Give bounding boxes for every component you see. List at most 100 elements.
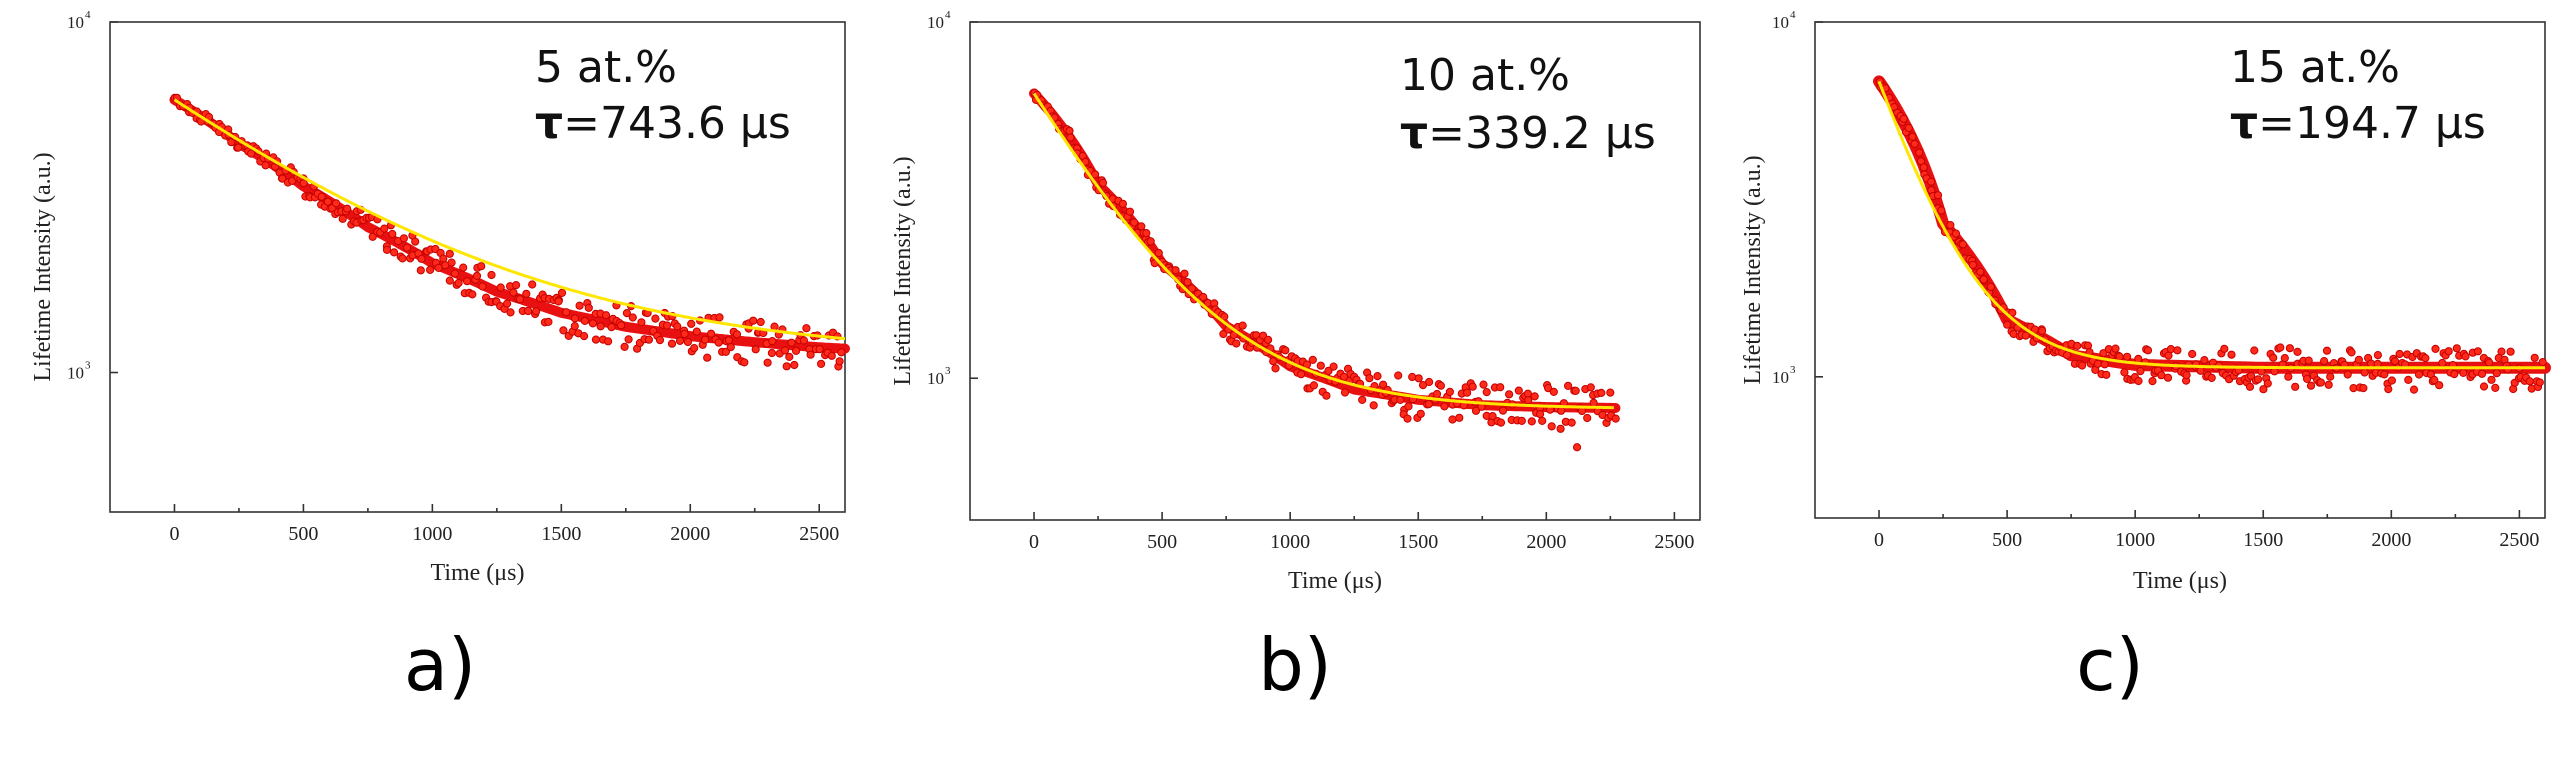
data-point <box>1448 415 1457 424</box>
data-point <box>1308 355 1317 364</box>
data-point <box>2008 308 2017 317</box>
data-point <box>2284 372 2293 381</box>
data-point <box>2269 353 2278 362</box>
data-point <box>2148 377 2157 386</box>
data-point <box>1322 391 1331 400</box>
data-point <box>580 316 589 325</box>
plot-frame <box>109 21 846 513</box>
data-point <box>299 179 308 188</box>
data-point <box>1091 170 1100 179</box>
lifetime-annotation: τ=743.6 μs <box>535 98 791 149</box>
data-point <box>1544 384 1553 393</box>
data-point <box>1396 395 1405 404</box>
data-point <box>1425 377 1434 387</box>
x-tick-label: 1500 <box>2243 529 2283 551</box>
x-tick-label: 0 <box>1874 529 1884 551</box>
data-point <box>835 357 844 366</box>
data-point <box>1414 374 1423 383</box>
data-point <box>403 243 412 252</box>
data-point <box>1297 370 1306 379</box>
y-axis-label: Lifetime Intensity (a.u.) <box>30 152 56 381</box>
data-point <box>690 344 699 353</box>
data-point <box>792 346 801 355</box>
data-point <box>1187 284 1196 293</box>
data-point <box>1986 282 1995 291</box>
chart-panel-b: 0 500 1000 1500 2000 2500 10 3 10 4 Time (μs) Lifet… <box>860 0 1720 759</box>
data-point <box>624 335 633 344</box>
data-point <box>2324 380 2333 389</box>
data-point <box>2395 349 2404 359</box>
data-point <box>1455 413 1464 422</box>
data-point <box>2182 371 2191 380</box>
data-point <box>544 317 553 326</box>
data-point <box>675 336 685 345</box>
data-point <box>1979 275 1988 284</box>
data-point <box>601 311 611 320</box>
data-point <box>580 332 589 341</box>
data-point <box>2293 347 2302 356</box>
data-point <box>2497 347 2506 356</box>
data-point <box>644 335 654 344</box>
data-point <box>434 263 443 272</box>
data-point <box>1369 401 1378 410</box>
data-point <box>317 192 326 201</box>
data-point <box>756 317 765 327</box>
data-point <box>2404 375 2413 384</box>
data-point <box>1488 412 1497 421</box>
data-point <box>588 319 598 328</box>
data-point <box>2115 352 2124 361</box>
data-point <box>1586 383 1595 392</box>
data-point <box>1232 339 1241 348</box>
data-point <box>1915 148 1924 157</box>
data-point <box>1505 390 1514 399</box>
data-point <box>768 337 777 346</box>
data-point <box>2538 358 2547 367</box>
data-point <box>673 322 682 331</box>
data-point <box>1496 383 1505 392</box>
data-point <box>2360 368 2369 377</box>
data-point <box>2254 375 2263 384</box>
data-point <box>790 360 799 370</box>
data-point <box>724 336 734 345</box>
data-point <box>515 295 525 304</box>
data-point <box>2431 344 2440 353</box>
data-point <box>1199 292 1208 302</box>
data-point <box>2111 344 2120 353</box>
data-point <box>1098 178 1108 187</box>
data-point <box>1340 372 1349 381</box>
data-point <box>2173 346 2182 355</box>
data-point <box>591 335 601 344</box>
data-point <box>2435 381 2444 390</box>
data-point <box>721 347 731 356</box>
panel-label: c) <box>2076 623 2144 707</box>
data-point <box>1496 418 1506 427</box>
data-point <box>2304 356 2313 365</box>
data-point <box>2303 374 2312 383</box>
x-tick-label: 1500 <box>541 523 581 545</box>
data-point <box>785 352 794 361</box>
y-tick-label-exp: 4 <box>1790 9 1796 21</box>
data-point <box>1403 414 1412 423</box>
data-point <box>450 269 460 278</box>
y-tick-label-exp: 4 <box>85 9 91 21</box>
concentration-annotation: 10 at.% <box>1400 50 1570 101</box>
data-point <box>2250 346 2259 355</box>
data-point <box>2263 379 2272 388</box>
data-point <box>715 313 724 322</box>
chart-panel-a: 0 500 1000 1500 2000 2500 10 3 10 4 Time (μs) Lifet… <box>0 0 860 759</box>
data-point <box>2316 378 2326 387</box>
data-point <box>2373 351 2383 360</box>
data-point <box>663 321 672 330</box>
data-point <box>2021 331 2030 340</box>
data-point <box>509 288 518 297</box>
data-point <box>1309 381 1318 390</box>
tau-value: =194.7 μs <box>2258 98 2486 149</box>
plot-frame <box>969 21 1701 521</box>
data-point <box>1373 372 1382 381</box>
x-tick-label: 500 <box>1992 529 2022 551</box>
data-point <box>749 316 758 325</box>
y-tick-label-base: 10 <box>1772 13 1789 32</box>
data-point <box>1951 229 1961 238</box>
